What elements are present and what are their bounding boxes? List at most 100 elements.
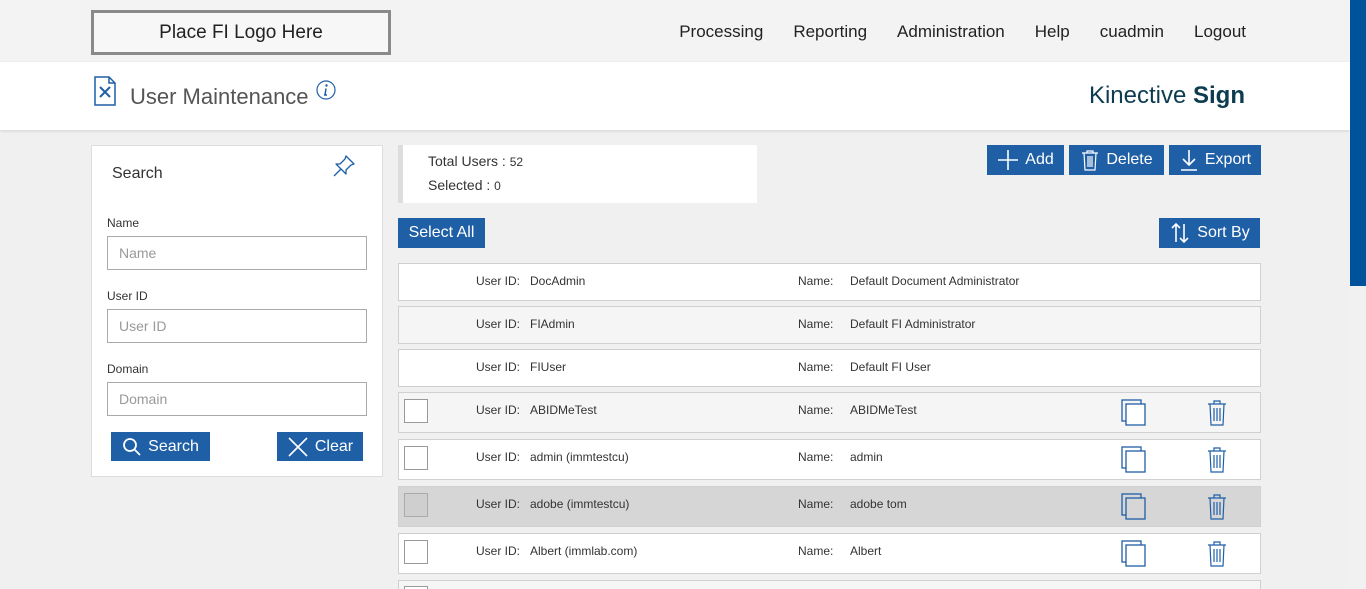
doc-edit-icon xyxy=(94,76,116,106)
export-button-label: Export xyxy=(1204,151,1252,168)
row-checkbox[interactable] xyxy=(404,493,428,517)
row-checkbox[interactable] xyxy=(404,586,428,589)
user-row-docadmin[interactable]: User ID: DocAdmin Name: Default Document… xyxy=(398,263,1261,301)
delete-button[interactable]: Delete xyxy=(1069,145,1164,175)
trash-icon xyxy=(1082,150,1099,171)
logo-text: Place FI Logo Here xyxy=(159,21,323,43)
userid-input[interactable] xyxy=(107,309,367,343)
userid-label: User ID xyxy=(107,289,148,303)
total-users: Total Users : 52 xyxy=(428,153,523,169)
copy-icon[interactable] xyxy=(1121,493,1147,521)
download-icon xyxy=(1180,150,1197,171)
domain-label: Domain xyxy=(107,362,149,376)
pin-icon[interactable] xyxy=(332,154,356,178)
brand-logo: Kinective Sign xyxy=(1089,82,1245,110)
nav-logout[interactable]: Logout xyxy=(1194,22,1246,41)
name-label: Name: xyxy=(798,360,834,374)
user-id-value: admin (immtestcu) xyxy=(530,450,629,464)
export-button[interactable]: Export xyxy=(1169,145,1261,175)
nav-administration[interactable]: Administration xyxy=(897,22,1005,41)
name-input[interactable] xyxy=(107,236,367,270)
selected-value: 0 xyxy=(494,179,501,193)
search-button-label: Search xyxy=(148,437,199,455)
user-row-adobe[interactable]: User ID: adobe (immtestcu) Name: adobe t… xyxy=(398,486,1261,527)
sort-by-button[interactable]: Sort By xyxy=(1159,218,1260,248)
user-id-label: User ID: xyxy=(476,497,521,511)
brand-name: Kinective xyxy=(1088,82,1193,109)
trash-icon[interactable] xyxy=(1206,446,1228,474)
name-label: Name: xyxy=(798,544,834,558)
user-id-value: Albert (immlab.com) xyxy=(530,544,638,558)
name-label: Name: xyxy=(798,274,834,288)
sort-by-label: Sort By xyxy=(1197,224,1250,241)
scrollbar-thumb[interactable] xyxy=(1350,0,1366,286)
plus-icon xyxy=(998,150,1019,170)
delete-button-label: Delete xyxy=(1106,151,1153,168)
copy-icon[interactable] xyxy=(1121,399,1147,427)
user-summary: Total Users : 52 Selected : 0 xyxy=(398,145,757,203)
nav-user-account[interactable]: cuadmin xyxy=(1099,22,1164,41)
name-label: Name: xyxy=(798,497,834,511)
selected-users: Selected : 0 xyxy=(428,177,501,193)
user-row-abidmetest[interactable]: User ID: ABIDMeTest Name: ABIDMeTest xyxy=(398,392,1261,433)
user-id-label: User ID: xyxy=(476,317,521,331)
user-id-value: DocAdmin xyxy=(530,274,586,288)
page-scrollbar[interactable] xyxy=(1350,0,1366,589)
name-value: adobe tom xyxy=(850,497,907,511)
page-header: User Maintenance Kinective Sign xyxy=(0,62,1350,130)
add-button[interactable]: Add xyxy=(987,145,1064,175)
name-value: admin xyxy=(850,450,883,464)
name-label: Name: xyxy=(798,317,834,331)
user-id-value: FIAdmin xyxy=(530,317,575,331)
user-row-fiadmin[interactable]: User ID: FIAdmin Name: Default FI Admini… xyxy=(398,306,1261,344)
main-nav: Processing Reporting Administration Help… xyxy=(649,22,1246,42)
row-checkbox[interactable] xyxy=(404,399,428,423)
copy-icon[interactable] xyxy=(1121,446,1147,474)
user-id-value: ABIDMeTest xyxy=(530,403,597,417)
clear-button[interactable]: Clear xyxy=(277,432,363,461)
user-id-label: User ID: xyxy=(476,403,521,417)
name-value: Default Document Administrator xyxy=(850,274,1020,288)
top-bar: Place FI Logo Here Processing Reporting … xyxy=(0,0,1366,62)
search-icon xyxy=(123,437,141,456)
name-label: Name xyxy=(107,216,140,230)
user-row-partial[interactable] xyxy=(398,580,1261,589)
user-row-admin[interactable]: User ID: admin (immtestcu) Name: admin xyxy=(398,439,1261,480)
brand-name-bold: Sign xyxy=(1193,82,1245,109)
info-icon[interactable] xyxy=(316,80,336,100)
user-row-albert[interactable]: User ID: Albert (immlab.com) Name: Alber… xyxy=(398,533,1261,574)
trash-icon[interactable] xyxy=(1206,540,1228,568)
name-label: Name: xyxy=(798,450,834,464)
user-id-label: User ID: xyxy=(476,360,521,374)
name-value: Default FI Administrator xyxy=(850,317,976,331)
logo-placeholder: Place FI Logo Here xyxy=(91,10,391,55)
sort-icon xyxy=(1171,222,1189,244)
nav-processing[interactable]: Processing xyxy=(679,22,764,41)
total-users-label: Total Users : xyxy=(428,153,510,169)
name-value: Default FI User xyxy=(850,360,931,374)
user-row-fiuser[interactable]: User ID: FIUser Name: Default FI User xyxy=(398,349,1261,387)
close-icon xyxy=(288,436,308,457)
search-panel: Search Name User ID Domain Search Clear xyxy=(91,145,383,477)
page-title: User Maintenance xyxy=(130,84,309,109)
selected-label: Selected : xyxy=(428,177,495,193)
select-all-label: Select All xyxy=(408,224,475,241)
trash-icon[interactable] xyxy=(1206,399,1228,427)
trash-icon[interactable] xyxy=(1206,493,1228,521)
search-panel-title: Search xyxy=(112,165,163,182)
nav-help[interactable]: Help xyxy=(1034,22,1070,41)
nav-reporting[interactable]: Reporting xyxy=(793,22,868,41)
user-id-label: User ID: xyxy=(476,274,521,288)
domain-input[interactable] xyxy=(107,382,367,416)
name-value: Albert xyxy=(850,544,882,558)
row-checkbox[interactable] xyxy=(404,540,428,564)
clear-button-label: Clear xyxy=(314,437,354,455)
select-all-button[interactable]: Select All xyxy=(398,218,485,248)
user-id-label: User ID: xyxy=(476,544,521,558)
search-button[interactable]: Search xyxy=(111,432,210,461)
user-id-label: User ID: xyxy=(476,450,521,464)
add-button-label: Add xyxy=(1025,151,1054,168)
user-id-value: adobe (immtestcu) xyxy=(530,497,630,511)
row-checkbox[interactable] xyxy=(404,446,428,470)
copy-icon[interactable] xyxy=(1121,540,1147,568)
